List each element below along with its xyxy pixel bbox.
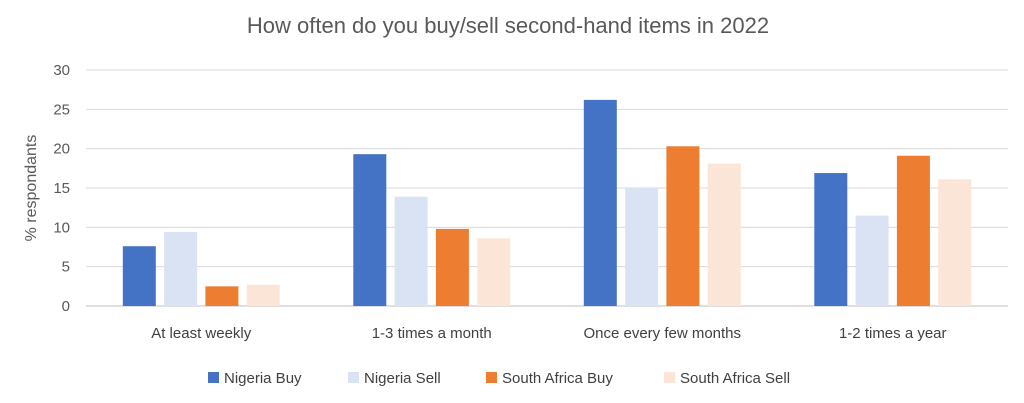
legend-swatch-2 [486,372,497,383]
legend: Nigeria Buy Nigeria Sell South Africa Buy S… [208,370,790,387]
legend-swatch-1 [348,372,359,383]
legend-label: South Africa Sell [680,370,790,387]
legend-label: Nigeria Buy [224,370,302,387]
bar-nigeria-buy-3 [814,173,848,306]
y-tick-label: 5 [62,259,70,276]
chart-title: How often do you buy/sell second-hand it… [247,13,769,38]
bars [122,99,972,306]
y-tick-label: 20 [53,141,70,158]
legend-swatch-0 [208,372,219,383]
bar-nigeria-sell-0 [164,232,198,306]
x-category-label: Once every few months [583,325,741,342]
x-axis-categories: At least weekly 1-3 times a month Once eve… [151,325,946,342]
bar-south-africa-buy-3 [896,155,930,306]
bar-south-africa-buy-0 [205,286,239,306]
y-tick-label: 30 [53,62,70,79]
bar-nigeria-buy-0 [122,246,156,306]
bar-south-africa-sell-2 [707,163,741,306]
legend-swatch-3 [664,372,675,383]
bar-south-africa-sell-0 [246,284,280,306]
y-tick-label: 0 [62,298,70,315]
bar-nigeria-buy-1 [353,154,387,306]
y-tick-label: 15 [53,180,70,197]
x-category-label: 1-3 times a month [372,325,492,342]
bar-south-africa-buy-1 [435,228,469,306]
bar-nigeria-sell-2 [625,188,659,306]
bar-south-africa-sell-1 [477,238,511,306]
bar-south-africa-sell-3 [938,179,972,306]
bar-nigeria-buy-2 [583,99,617,306]
x-category-label: At least weekly [151,325,252,342]
bar-nigeria-sell-3 [855,215,889,306]
y-tick-label: 10 [53,219,70,236]
gridlines [86,69,1008,307]
legend-label: South Africa Buy [502,370,613,387]
legend-label: Nigeria Sell [364,370,441,387]
y-axis-label: % respondants [23,135,40,242]
y-tick-label: 25 [53,101,70,118]
y-axis-ticks: 0 5 10 15 20 25 30 [53,62,70,315]
bar-south-africa-buy-2 [666,146,700,306]
bar-nigeria-sell-1 [394,196,428,306]
x-category-label: 1-2 times a year [839,325,947,342]
